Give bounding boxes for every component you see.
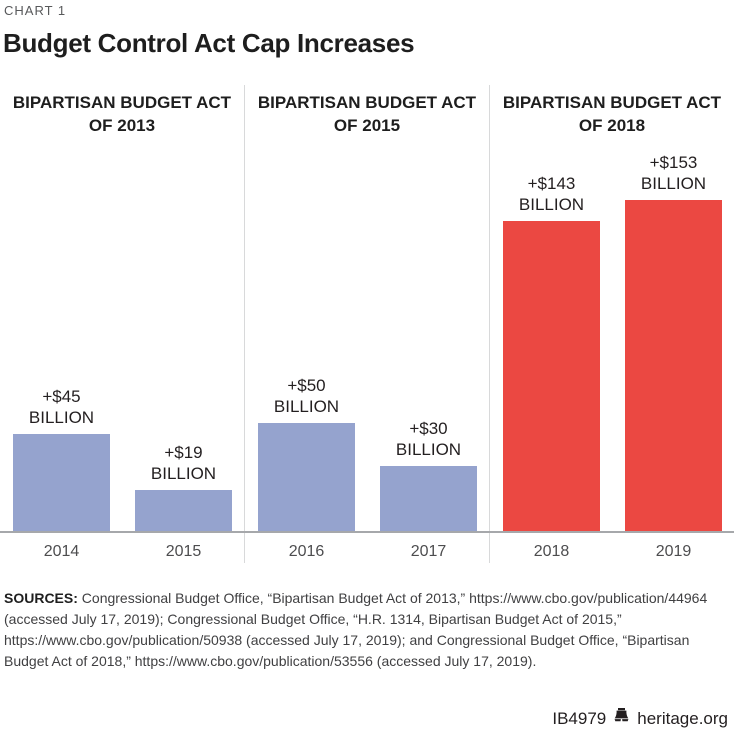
chart-group-of-2015: BIPARTISAN BUDGET ACT OF 2015 +$50 BILLION +… [244,85,489,563]
chart-group-of-2013: BIPARTISAN BUDGET ACT OF 2013 +$45 BILLION +… [0,85,244,563]
bar-rect-2016 [258,423,355,531]
bar-value-label: +$30 BILLION [396,418,461,460]
x-axis-label-2016: 2016 [288,543,325,560]
bar-value-label: +$45 BILLION [29,386,94,428]
report-id: IB4979 [552,708,607,728]
bar-cell-2018: +$143 BILLION [503,173,600,531]
x-axis-label-2018: 2018 [533,543,570,560]
bar-cell-2015: +$19 BILLION [135,442,232,531]
bar-rect-2017 [380,466,477,531]
bars-row: +$50 BILLION +$30 BILLION [258,375,477,531]
page-title: Budget Control Act Cap Increases [3,28,415,58]
bar-value-amount: +$30 [409,419,448,438]
x-axis-label-2014: 2014 [43,543,80,560]
bar-cell-2017: +$30 BILLION [380,418,477,531]
chart-region: BIPARTISAN BUDGET ACT OF 2013 +$45 BILLION +… [0,85,734,563]
bar-value-unit: BILLION [518,195,585,214]
x-axis-labels: 2018 2019 [503,543,722,561]
bar-value-unit: BILLION [28,408,95,427]
x-axis-labels: 2016 2017 [258,543,477,561]
group-header-line2: OF 2018 [578,116,646,135]
group-header: BIPARTISAN BUDGET ACT OF 2015 [245,85,489,137]
bar-cell-2019: +$153 BILLION [625,152,722,531]
bar-value-unit: BILLION [640,174,707,193]
bar-value-amount: +$19 [164,443,203,462]
bar-rect-2018 [503,221,600,531]
axis-baseline [0,531,734,533]
bar-value-amount: +$153 [649,153,698,172]
bar-value-amount: +$50 [287,376,326,395]
x-axis-label-2017: 2017 [410,543,447,560]
site-link: heritage.org [637,708,728,728]
liberty-bell-icon [613,708,630,729]
footer: IB4979 heritage.org [552,708,728,729]
bar-cell-2014: +$45 BILLION [13,386,110,531]
sources-note: SOURCES: Congressional Budget Office, “B… [4,588,726,672]
sources-label: SOURCES: [4,590,78,606]
bar-rect-2015 [135,490,232,531]
chart-group-of-2018: BIPARTISAN BUDGET ACT OF 2018 +$143 BILLION… [489,85,734,563]
group-header-line2: OF 2013 [88,116,156,135]
bars-row: +$143 BILLION +$153 BILLION [503,152,722,531]
bar-value-label: +$143 BILLION [519,173,584,215]
bar-cell-2016: +$50 BILLION [258,375,355,531]
bar-rect-2019 [625,200,722,531]
x-axis-labels: 2014 2015 [13,543,232,561]
sources-text: Congressional Budget Office, “Bipartisan… [4,590,708,669]
bar-value-unit: BILLION [273,397,340,416]
bar-value-label: +$153 BILLION [641,152,706,194]
group-header: BIPARTISAN BUDGET ACT OF 2013 [0,85,244,137]
bar-value-label: +$50 BILLION [274,375,339,417]
group-header-line1: BIPARTISAN BUDGET ACT [257,93,477,112]
bar-value-amount: +$143 [527,174,576,193]
bar-rect-2014 [13,434,110,531]
group-header: BIPARTISAN BUDGET ACT OF 2018 [490,85,734,137]
bars-row: +$45 BILLION +$19 BILLION [13,386,232,531]
group-header-line2: OF 2015 [333,116,401,135]
x-axis-label-2019: 2019 [655,543,692,560]
bar-value-unit: BILLION [150,464,217,483]
x-axis-label-2015: 2015 [165,543,202,560]
group-header-line1: BIPARTISAN BUDGET ACT [502,93,722,112]
bar-value-label: +$19 BILLION [151,442,216,484]
bar-value-amount: +$45 [42,387,81,406]
group-header-line1: BIPARTISAN BUDGET ACT [12,93,232,112]
chart-kicker: CHART 1 [4,3,67,18]
bar-value-unit: BILLION [395,440,462,459]
